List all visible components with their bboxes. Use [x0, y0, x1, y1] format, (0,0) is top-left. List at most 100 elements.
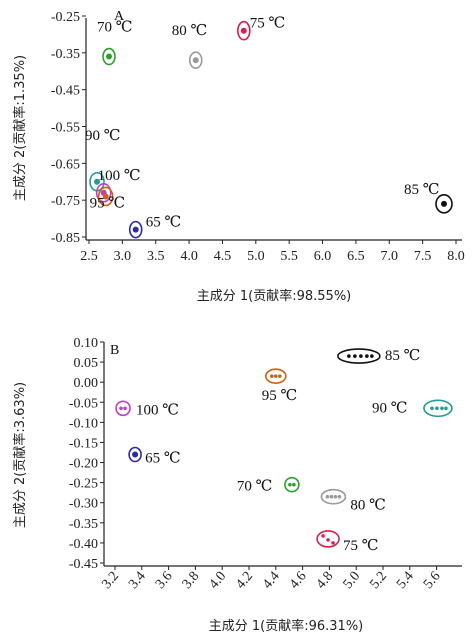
- group-label: 80 ℃: [172, 23, 208, 39]
- x-tick-label: 4.8: [314, 569, 337, 592]
- data-point: [321, 534, 325, 538]
- y-tick-label: -0.25: [69, 477, 98, 492]
- data-point: [288, 482, 292, 487]
- group-ellipse: [316, 530, 340, 548]
- data-point: [435, 406, 439, 411]
- x-tick-label: 4.4: [260, 569, 283, 592]
- panel-b-x-label: 主成分 1(贡献率:96.31%): [209, 618, 364, 634]
- x-tick-label: 3.0: [114, 249, 132, 264]
- x-tick-label: 3.4: [126, 569, 149, 592]
- group-ellipse: [97, 186, 114, 207]
- y-tick-label: -0.30: [69, 497, 98, 512]
- panel-a-x-label: 主成分 1(贡献率:98.55%): [197, 288, 352, 304]
- data-point: [278, 374, 282, 378]
- x-tick-label: 5.5: [280, 249, 298, 264]
- group-7-cluster: 75 ℃: [316, 530, 379, 554]
- group-label: 85 ℃: [385, 348, 421, 364]
- data-point: [292, 482, 296, 487]
- group-ellipse: [115, 400, 131, 417]
- group-label: 75 ℃: [250, 16, 286, 32]
- group-label: 95 ℃: [262, 388, 298, 404]
- data-point: [325, 494, 330, 499]
- group-ellipse: [284, 476, 300, 493]
- group-label: 90 ℃: [85, 128, 121, 144]
- group-label: 70 ℃: [97, 20, 133, 36]
- data-point: [347, 354, 351, 358]
- group-label: 85 ℃: [404, 182, 440, 198]
- group-0-cluster: 70 ℃: [97, 20, 133, 66]
- data-point-core: [240, 27, 247, 34]
- y-tick-label: -0.15: [69, 436, 98, 451]
- group-ellipse: [128, 220, 143, 239]
- data-point: [370, 354, 374, 358]
- y-tick-label: -0.40: [69, 537, 98, 552]
- panel-a: A 2.5 3.0 3.5 4.0 4.5 5.0 5.5 6.0 6.5 7.0 7.5 8.0 -…: [12, 9, 465, 304]
- panel-b-x-ticks: 3.2 3.4 3.6 3.8 4.0 4.2 4.4 4.6 4.8 5.0 5.2 5.4 5.6: [99, 566, 444, 592]
- data-point: [331, 541, 335, 545]
- y-tick-label: -0.45: [69, 557, 98, 572]
- group-label: 65 ℃: [146, 215, 182, 231]
- panel-a-y-label: 主成分 2(贡献率:1.35%): [12, 55, 28, 201]
- panel-b-y-ticks: 0.10 0.05 0.00 -0.05 -0.10 -0.15 -0.20 -0.25 -0.…: [69, 336, 104, 572]
- y-tick-label: -0.75: [51, 194, 80, 209]
- x-tick-label: 3.2: [99, 569, 122, 592]
- group-6-cluster: 80 ℃: [320, 488, 386, 514]
- group-label: 80 ℃: [350, 498, 386, 514]
- data-point: [326, 538, 330, 542]
- x-tick-label: 3.8: [180, 569, 203, 592]
- group-5-cluster: 95 ℃: [90, 186, 126, 211]
- panel-b-title: B: [110, 343, 119, 358]
- group-1-cluster: 95 ℃: [262, 368, 298, 404]
- group-label: 95 ℃: [90, 195, 126, 211]
- panel-b: B 3.2 3.4 3.6 3.8 4.0 4.2 4.4 4.6 4.8 5.0 5.2 5.4 5.…: [12, 336, 462, 634]
- panel-a-title: A: [114, 9, 125, 24]
- x-tick-label: 5.2: [367, 569, 390, 592]
- y-tick-label: 0.05: [74, 356, 99, 371]
- data-point: [333, 494, 338, 499]
- group-ellipse: [435, 194, 453, 214]
- panel-a-x-ticks: 2.5 3.0 3.5 4.0 4.5 5.0 5.5 6.0 6.5 7.0 7.5 8.0: [80, 240, 465, 264]
- x-tick-label: 6.5: [347, 249, 365, 264]
- group-label: 75 ℃: [343, 538, 379, 554]
- x-tick-label: 5.6: [421, 569, 444, 592]
- data-point: [270, 374, 274, 378]
- data-point-core: [192, 57, 199, 64]
- data-point: [365, 354, 369, 358]
- group-label: 100 ℃: [98, 168, 141, 184]
- data-point-core: [440, 200, 447, 207]
- y-tick-label: -0.35: [51, 47, 80, 62]
- x-tick-label: 3.5: [147, 249, 165, 264]
- group-3-cluster: 90 ℃: [372, 399, 453, 418]
- data-point: [329, 494, 334, 499]
- y-tick-label: -0.05: [69, 396, 98, 411]
- x-tick-label: 4.2: [233, 569, 256, 592]
- data-point: [353, 354, 357, 358]
- group-5-cluster: 70 ℃: [237, 476, 300, 495]
- panel-b-y-label: 主成分 2(贡献率:3.63%): [12, 382, 28, 528]
- x-tick-label: 4.0: [180, 249, 198, 264]
- y-tick-label: -0.55: [51, 121, 80, 136]
- panel-a-marks: 70 ℃ 80 ℃ 75 ℃ 90 ℃ 100 ℃ 95 ℃ 65 ℃ 85 ℃: [85, 16, 453, 239]
- x-tick-label: 5.4: [394, 569, 417, 592]
- group-3-cluster: 90 ℃: [85, 128, 121, 192]
- data-point-core: [132, 226, 139, 233]
- y-tick-label: -0.20: [69, 457, 98, 472]
- y-tick-label: 0.10: [74, 336, 99, 351]
- x-tick-label: 5.0: [341, 569, 364, 592]
- x-tick-label: 7.0: [381, 249, 399, 264]
- y-tick-label: -0.10: [69, 416, 98, 431]
- data-point: [119, 406, 123, 411]
- y-tick-label: -0.65: [51, 157, 80, 172]
- group-4-cluster: 65 ℃: [128, 446, 181, 467]
- x-tick-label: 7.5: [414, 249, 432, 264]
- y-tick-label: 0.00: [74, 376, 99, 391]
- group-2-cluster: 75 ℃: [237, 16, 286, 41]
- group-ellipse: [237, 20, 251, 41]
- data-point: [430, 406, 434, 411]
- group-ellipse: [423, 399, 453, 418]
- group-ellipse: [188, 51, 203, 70]
- data-point: [440, 406, 444, 411]
- group-1-cluster: 80 ℃: [172, 23, 208, 70]
- panel-a-y-ticks: -0.25 -0.35 -0.45 -0.55 -0.65 -0.75 -0.85: [51, 10, 86, 246]
- x-tick-label: 6.0: [314, 249, 332, 264]
